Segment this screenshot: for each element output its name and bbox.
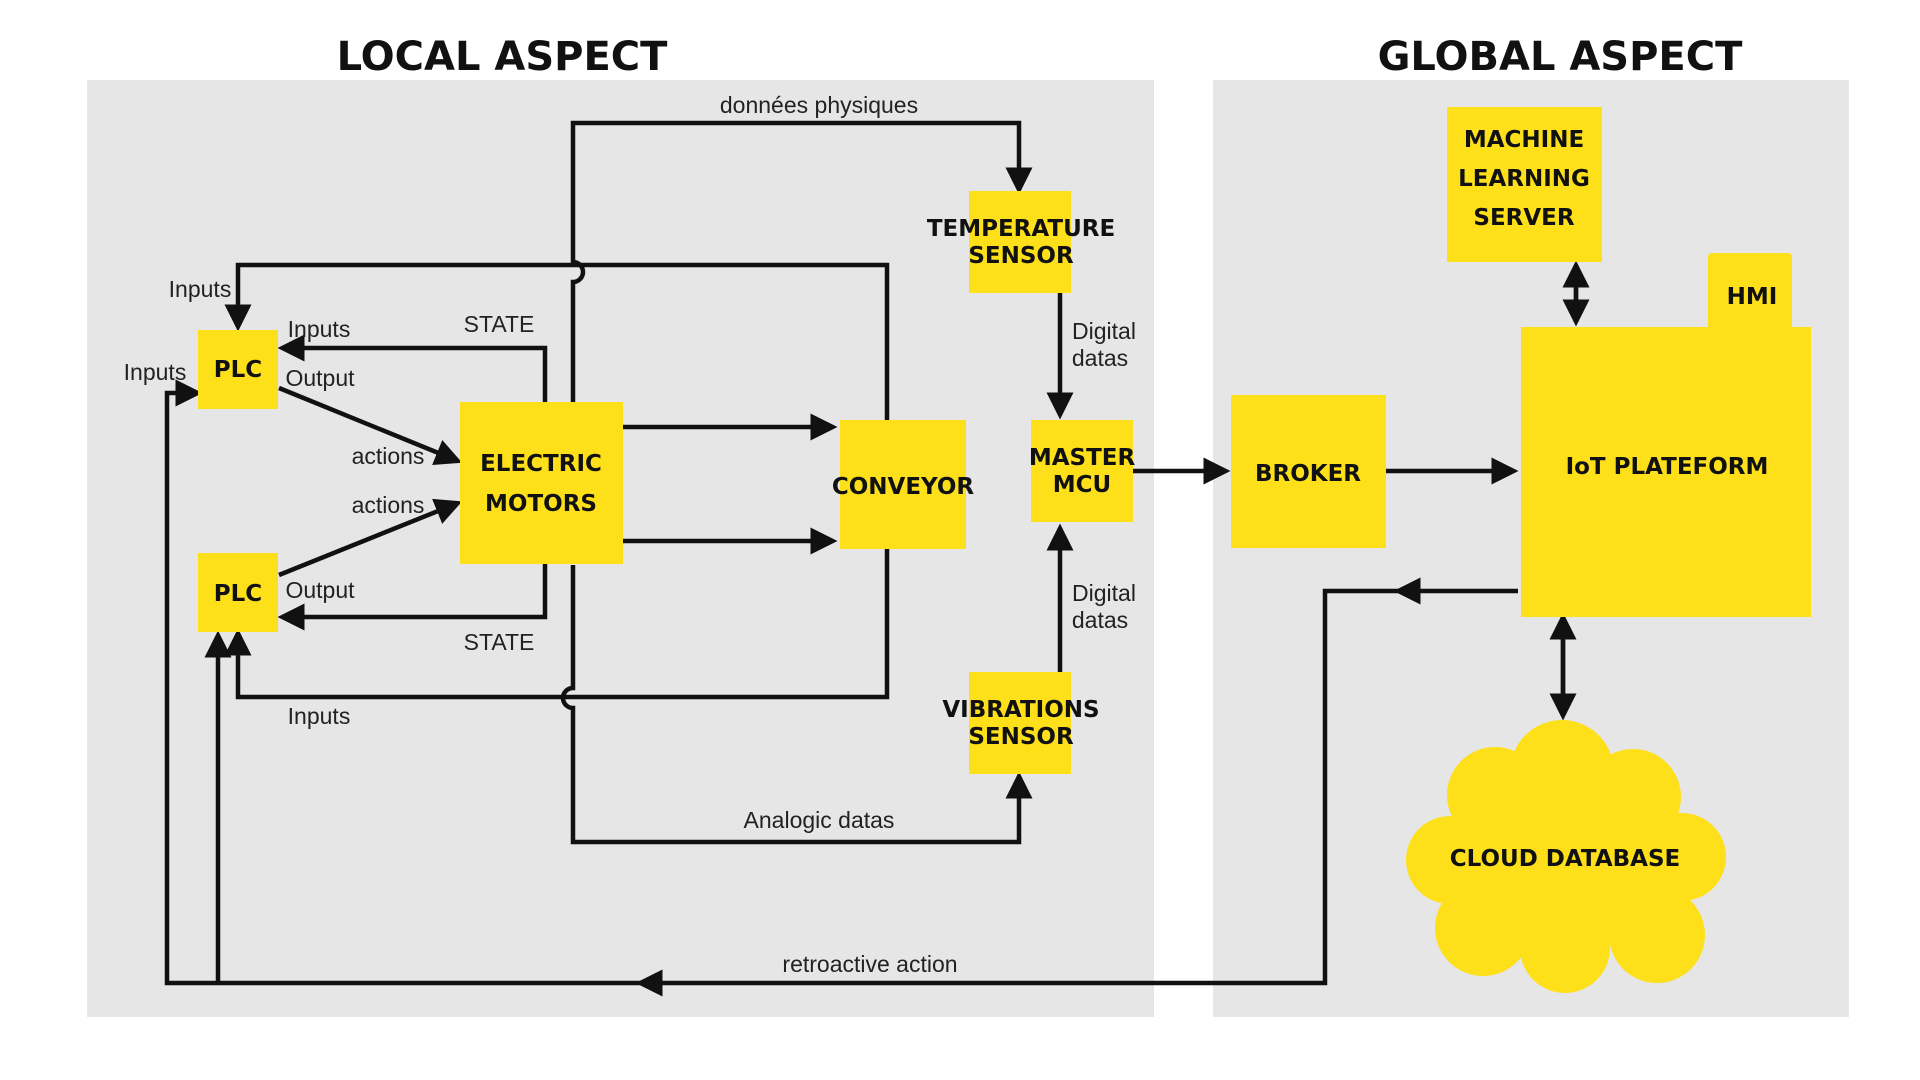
local-aspect-title: LOCAL ASPECT	[337, 34, 669, 80]
digital-datas-top-label-2: datas	[1072, 345, 1128, 371]
ml-server-label-1: MACHINE	[1464, 127, 1584, 153]
plc-top-label: PLC	[214, 357, 262, 383]
output-bottom-label: Output	[285, 577, 355, 603]
broker-label: BROKER	[1255, 461, 1361, 487]
actions-bottom-wire	[278, 498, 463, 578]
master-mcu-label-1: MASTER	[1029, 445, 1136, 471]
temperature-sensor-box	[969, 191, 1071, 293]
actions-top-wire	[278, 385, 463, 466]
plc-top-box	[198, 330, 278, 409]
electric-motors-label-2: MOTORS	[485, 491, 597, 517]
inputs-top-outer-label: Inputs	[169, 276, 232, 302]
ml-server-label-2: LEARNING	[1458, 166, 1590, 192]
state-top-label: STATE	[464, 311, 535, 337]
iot-platform-box	[1521, 327, 1811, 617]
hmi-tab	[1708, 253, 1792, 333]
vibrations-sensor-label-2: SENSOR	[968, 724, 1074, 750]
temperature-sensor-label-2: SENSOR	[968, 243, 1074, 269]
actions-bottom-label: actions	[352, 492, 425, 518]
cloud-database-shape	[1406, 720, 1726, 993]
broker-box	[1231, 395, 1386, 548]
inputs-left-label: Inputs	[124, 359, 187, 385]
ml-server-label-3: SERVER	[1473, 205, 1574, 231]
retroactive-action-label: retroactive action	[782, 951, 957, 977]
conveyor-inputs-bottom-wire	[238, 549, 890, 700]
inputs-top-inner-label: Inputs	[288, 316, 351, 342]
vibrations-sensor-label-1: VIBRATIONS	[942, 697, 1099, 723]
analogic-datas-label: Analogic datas	[744, 807, 895, 833]
global-aspect-title: GLOBAL ASPECT	[1378, 34, 1744, 80]
donnees-physiques-label: données physiques	[720, 92, 918, 118]
cloud-database-label: CLOUD DATABASE	[1450, 846, 1680, 872]
master-mcu-box	[1031, 420, 1133, 522]
digital-datas-top-label-1: Digital	[1072, 318, 1136, 344]
electric-motors-label-1: ELECTRIC	[480, 451, 602, 477]
hmi-label: HMI	[1727, 284, 1778, 310]
iot-platform-label: IoT PLATEFORM	[1566, 454, 1769, 480]
conveyor-inputs-top-wire	[238, 262, 890, 420]
retroactive-action-wire	[164, 390, 1518, 986]
ml-server-box	[1447, 107, 1602, 262]
actions-top-label: actions	[352, 443, 425, 469]
inputs-bottom-label: Inputs	[288, 703, 351, 729]
digital-datas-bottom-label-2: datas	[1072, 607, 1128, 633]
conveyor-label: CONVEYOR	[832, 474, 975, 500]
vibrations-sensor-box	[969, 672, 1071, 774]
donnees-physiques-wire	[570, 120, 1033, 402]
output-top-label: Output	[285, 365, 355, 391]
state-top-wire	[277, 334, 548, 402]
plc-bottom-label: PLC	[214, 581, 262, 607]
temperature-sensor-label-1: TEMPERATURE	[927, 216, 1115, 242]
conveyor-box	[840, 420, 966, 549]
electric-motors-box	[460, 402, 623, 564]
master-mcu-label-2: MCU	[1053, 472, 1111, 498]
digital-datas-bottom-label-1: Digital	[1072, 580, 1136, 606]
analogic-datas-wire	[560, 565, 1033, 845]
state-bottom-wire	[277, 564, 548, 631]
state-bottom-label: STATE	[464, 629, 535, 655]
plc-bottom-box	[198, 553, 278, 632]
